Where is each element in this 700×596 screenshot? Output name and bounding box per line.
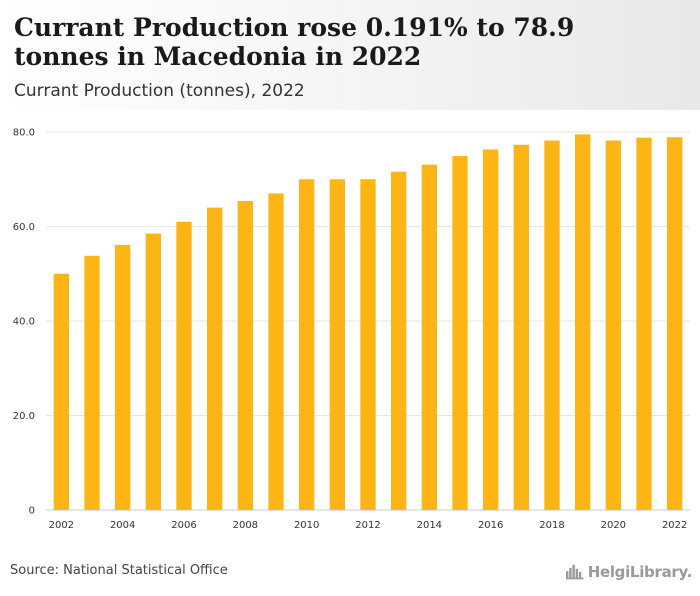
bar-2015[interactable] xyxy=(452,156,468,510)
chart-header: Currant Production rose 0.191% to 78.9 t… xyxy=(0,0,700,110)
y-tick-label: 0 xyxy=(29,506,35,517)
brand-logo[interactable]: HelgiLibrary. xyxy=(566,560,692,584)
bar-chart: 020.040.060.080.0 2002 2004 2006 2008 2010 20… xyxy=(13,128,690,530)
brand-name: HelgiLibrary. xyxy=(587,563,693,581)
bar-2005[interactable] xyxy=(145,233,161,510)
y-tick-label: 40.0 xyxy=(13,317,35,328)
x-tick-label: 2020 xyxy=(601,520,626,530)
x-tick-label: 2006 xyxy=(171,520,196,530)
chart-title: Currant Production rose 0.191% to 78.9 t… xyxy=(14,13,575,71)
y-axis-ticks: 0 20.0 40.0 60.0 80.0 xyxy=(13,128,35,517)
x-tick-label: 2008 xyxy=(233,520,258,530)
bar-2008[interactable] xyxy=(237,200,253,511)
bar-2002[interactable] xyxy=(53,273,69,510)
x-tick-label: 2018 xyxy=(539,520,564,530)
x-tick-label: 2014 xyxy=(417,520,442,530)
chart-subtitle: Currant Production (tonnes), 2022 xyxy=(14,81,305,101)
x-tick-label: 2004 xyxy=(110,520,135,530)
y-tick-label: 60.0 xyxy=(13,222,35,233)
bar-2014[interactable] xyxy=(421,164,437,510)
bar-2018[interactable] xyxy=(544,140,560,510)
x-tick-label: 2002 xyxy=(49,520,74,530)
bar-2019[interactable] xyxy=(575,134,591,511)
source-note: Source: National Statistical Office xyxy=(10,563,228,578)
bar-2006[interactable] xyxy=(176,221,192,510)
bar-2021[interactable] xyxy=(636,137,652,511)
bar-2010[interactable] xyxy=(299,179,315,510)
bar-2017[interactable] xyxy=(513,144,529,510)
x-axis-ticks: 2002 2004 2006 2008 2010 2012 2014 2016 2018 2020… xyxy=(49,520,688,530)
x-tick-label: 2012 xyxy=(355,520,380,530)
bar-2013[interactable] xyxy=(391,171,407,510)
x-tick-label: 2010 xyxy=(294,520,319,530)
y-tick-label: 20.0 xyxy=(13,411,35,422)
bar-2022[interactable] xyxy=(667,137,683,510)
bar-2020[interactable] xyxy=(605,140,621,510)
bars xyxy=(53,134,683,511)
bar-2007[interactable] xyxy=(207,207,223,510)
bar-2009[interactable] xyxy=(268,193,284,511)
bar-2011[interactable] xyxy=(329,179,345,510)
bar-2012[interactable] xyxy=(360,179,376,510)
bar-2016[interactable] xyxy=(483,149,499,511)
x-tick-label: 2016 xyxy=(478,520,503,530)
bar-2004[interactable] xyxy=(115,244,131,511)
city-skyline-icon xyxy=(566,564,584,580)
y-tick-label: 80.0 xyxy=(13,128,35,139)
bar-2003[interactable] xyxy=(84,255,100,510)
x-tick-label: 2022 xyxy=(662,520,687,530)
